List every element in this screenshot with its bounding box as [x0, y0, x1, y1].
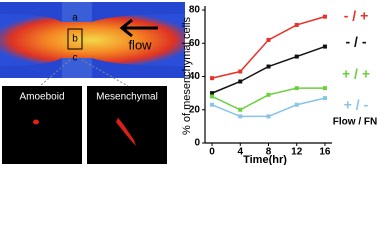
data-point — [210, 76, 215, 81]
x-tick-label: 16 — [319, 147, 331, 158]
data-point — [294, 54, 299, 59]
series-label: - / - — [346, 34, 367, 50]
y-tick-label: 20 — [189, 104, 201, 115]
x-axis-label: Time(hr) — [243, 154, 287, 165]
y-tick-label: 0 — [194, 138, 200, 149]
data-point — [266, 114, 271, 119]
data-point — [294, 102, 299, 107]
y-tick-label: 40 — [189, 71, 201, 82]
data-point — [238, 79, 243, 84]
series-line — [211, 87, 325, 111]
y-tick-label: 60 — [189, 38, 201, 49]
data-point — [210, 102, 215, 107]
data-point — [322, 14, 327, 19]
cell-image: Mesenchymal — [87, 86, 167, 164]
image-label: Mesenchymal — [96, 92, 158, 103]
data-point — [322, 86, 327, 91]
channel-simulation: a b c flow — [0, 2, 185, 87]
channel-label: b — [72, 34, 78, 45]
data-point — [294, 22, 299, 27]
data-point — [266, 37, 271, 42]
legend-title: Flow / FN — [333, 117, 377, 128]
chart: % of mesenchymal cells Time(hr) Flow / F… — [181, 5, 377, 165]
image-label: Amoeboid — [19, 92, 64, 103]
data-point — [210, 91, 215, 96]
data-point — [266, 64, 271, 69]
series-label: + / - — [344, 97, 369, 113]
x-tick-label: 0 — [209, 147, 215, 158]
channel-label: a — [72, 13, 78, 24]
series-line — [211, 15, 326, 79]
cell-image: Amoeboid — [2, 86, 82, 164]
x-tick-label: 4 — [237, 147, 243, 158]
data-point — [266, 92, 271, 97]
series-line — [211, 45, 326, 94]
series-label: - / + — [344, 8, 369, 24]
data-point — [294, 86, 299, 91]
series-label: + / + — [342, 66, 370, 82]
figure: a b c flow Amoeboid Mesenchymal % of mes… — [0, 2, 377, 165]
data-point — [238, 107, 243, 112]
data-point — [322, 44, 327, 49]
series-line — [211, 97, 326, 118]
channel-label: c — [73, 53, 78, 64]
flow-label: flow — [128, 37, 152, 52]
data-point — [238, 69, 243, 74]
data-point — [210, 94, 215, 99]
x-tick-label: 8 — [266, 147, 272, 158]
y-tick-label: 80 — [189, 5, 201, 16]
data-point — [238, 114, 243, 119]
x-tick-label: 12 — [291, 147, 303, 158]
data-point — [322, 96, 327, 101]
y-axis-label: % of mesenchymal cells — [181, 17, 193, 135]
